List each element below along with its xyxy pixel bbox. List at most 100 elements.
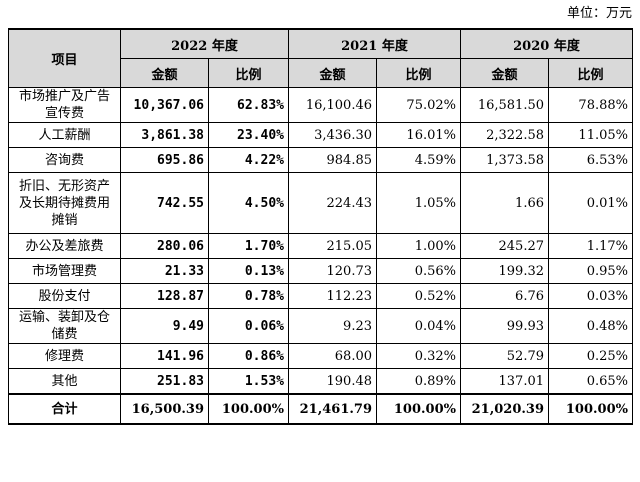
cell-ratio: 0.86% — [208, 343, 289, 369]
header-year-2022: 2022 年度 — [120, 28, 289, 59]
cell-amount: 3,436.30 — [288, 122, 377, 148]
cell-ratio: 1.70% — [208, 233, 289, 259]
header-amount: 金额 — [120, 58, 209, 88]
cell-amount: 16,581.50 — [460, 87, 549, 123]
table-row: 折旧、无形资产及长期待摊费用摊销 742.55 4.50% 224.43 1.05% 1.… — [8, 172, 633, 234]
cell-ratio: 1.05% — [376, 172, 461, 234]
row-item: 其他 — [8, 368, 121, 395]
cell-ratio: 0.89% — [376, 368, 461, 395]
cell-amount: 280.06 — [120, 233, 209, 259]
cell-amount: 10,367.06 — [120, 87, 209, 123]
cell-amount: 112.23 — [288, 283, 377, 309]
cell-amount: 16,500.39 — [120, 393, 209, 425]
cell-amount: 215.05 — [288, 233, 377, 259]
cell-ratio: 0.25% — [548, 343, 633, 369]
cell-amount: 224.43 — [288, 172, 377, 234]
cell-ratio: 1.53% — [208, 368, 289, 395]
cell-amount: 3,861.38 — [120, 122, 209, 148]
row-item: 咨询费 — [8, 147, 121, 173]
cell-ratio: 0.52% — [376, 283, 461, 309]
cell-ratio: 6.53% — [548, 147, 633, 173]
cell-ratio: 75.02% — [376, 87, 461, 123]
cell-ratio: 4.22% — [208, 147, 289, 173]
header-amount: 金额 — [460, 58, 549, 88]
cell-amount: 9.49 — [120, 308, 209, 344]
row-item: 市场推广及广告宣传费 — [8, 87, 121, 123]
cell-amount: 99.93 — [460, 308, 549, 344]
cell-amount: 1,373.58 — [460, 147, 549, 173]
cell-ratio: 100.00% — [548, 393, 633, 425]
cell-ratio: 78.88% — [548, 87, 633, 123]
cell-amount: 16,100.46 — [288, 87, 377, 123]
cell-ratio: 0.32% — [376, 343, 461, 369]
cell-amount: 190.48 — [288, 368, 377, 395]
cell-amount: 137.01 — [460, 368, 549, 395]
table-row: 市场管理费 21.33 0.13% 120.73 0.56% 199.32 0.95% — [8, 258, 633, 284]
cell-amount: 128.87 — [120, 283, 209, 309]
cell-ratio: 0.01% — [548, 172, 633, 234]
header-ratio: 比例 — [376, 58, 461, 88]
row-item: 修理费 — [8, 343, 121, 369]
cell-ratio: 1.00% — [376, 233, 461, 259]
cell-ratio: 0.03% — [548, 283, 633, 309]
cell-ratio: 100.00% — [208, 393, 289, 425]
cell-amount: 52.79 — [460, 343, 549, 369]
cell-amount: 984.85 — [288, 147, 377, 173]
expense-table: 项目 2022 年度 2021 年度 2020 年度 金额 比例 金额 比例 金… — [8, 28, 633, 425]
cell-ratio: 0.06% — [208, 308, 289, 344]
cell-ratio: 16.01% — [376, 122, 461, 148]
cell-ratio: 23.40% — [208, 122, 289, 148]
header-year-2020: 2020 年度 — [460, 28, 633, 59]
cell-amount: 141.96 — [120, 343, 209, 369]
table-body: 市场推广及广告宣传费 10,367.06 62.83% 16,100.46 75.02%… — [8, 87, 633, 425]
row-item: 市场管理费 — [8, 258, 121, 284]
table-row: 市场推广及广告宣传费 10,367.06 62.83% 16,100.46 75.02%… — [8, 87, 633, 123]
cell-amount: 251.83 — [120, 368, 209, 395]
table-row: 运输、装卸及仓储费 9.49 0.06% 9.23 0.04% 99.93 0.48% — [8, 308, 633, 344]
cell-ratio: 0.56% — [376, 258, 461, 284]
cell-amount: 68.00 — [288, 343, 377, 369]
cell-amount: 21,461.79 — [288, 393, 377, 425]
cell-ratio: 11.05% — [548, 122, 633, 148]
cell-ratio: 0.65% — [548, 368, 633, 395]
table-row: 人工薪酬 3,861.38 23.40% 3,436.30 16.01% 2,322.58… — [8, 122, 633, 148]
table-row: 修理费 141.96 0.86% 68.00 0.32% 52.79 0.25% — [8, 343, 633, 369]
row-item: 股份支付 — [8, 283, 121, 309]
cell-amount: 21,020.39 — [460, 393, 549, 425]
cell-amount: 742.55 — [120, 172, 209, 234]
row-item: 运输、装卸及仓储费 — [8, 308, 121, 344]
cell-ratio: 0.48% — [548, 308, 633, 344]
cell-amount: 2,322.58 — [460, 122, 549, 148]
cell-amount: 695.86 — [120, 147, 209, 173]
header-ratio: 比例 — [208, 58, 289, 88]
header-item: 项目 — [8, 28, 121, 88]
cell-amount: 1.66 — [460, 172, 549, 234]
row-item: 折旧、无形资产及长期待摊费用摊销 — [8, 172, 121, 234]
cell-ratio: 0.13% — [208, 258, 289, 284]
table-row: 咨询费 695.86 4.22% 984.85 4.59% 1,373.58 6.53% — [8, 147, 633, 173]
row-item: 合计 — [8, 393, 121, 425]
table-row: 股份支付 128.87 0.78% 112.23 0.52% 6.76 0.03% — [8, 283, 633, 309]
cell-amount: 120.73 — [288, 258, 377, 284]
cell-ratio: 4.59% — [376, 147, 461, 173]
cell-ratio: 0.95% — [548, 258, 633, 284]
header-ratio: 比例 — [548, 58, 633, 88]
total-row: 合计 16,500.39 100.00% 21,461.79 100.00% 21,020… — [8, 393, 633, 425]
cell-ratio: 4.50% — [208, 172, 289, 234]
row-item: 办公及差旅费 — [8, 233, 121, 259]
cell-ratio: 1.17% — [548, 233, 633, 259]
row-item: 人工薪酬 — [8, 122, 121, 148]
unit-note: 单位：万元 — [566, 6, 632, 21]
cell-ratio: 0.04% — [376, 308, 461, 344]
header-year-2021: 2021 年度 — [288, 28, 461, 59]
cell-amount: 21.33 — [120, 258, 209, 284]
header-amount: 金额 — [288, 58, 377, 88]
table-row: 办公及差旅费 280.06 1.70% 215.05 1.00% 245.27 1.17% — [8, 233, 633, 259]
cell-amount: 245.27 — [460, 233, 549, 259]
cell-ratio: 0.78% — [208, 283, 289, 309]
cell-ratio: 100.00% — [376, 393, 461, 425]
table-row: 其他 251.83 1.53% 190.48 0.89% 137.01 0.65% — [8, 368, 633, 395]
cell-amount: 9.23 — [288, 308, 377, 344]
cell-amount: 6.76 — [460, 283, 549, 309]
cell-ratio: 62.83% — [208, 87, 289, 123]
